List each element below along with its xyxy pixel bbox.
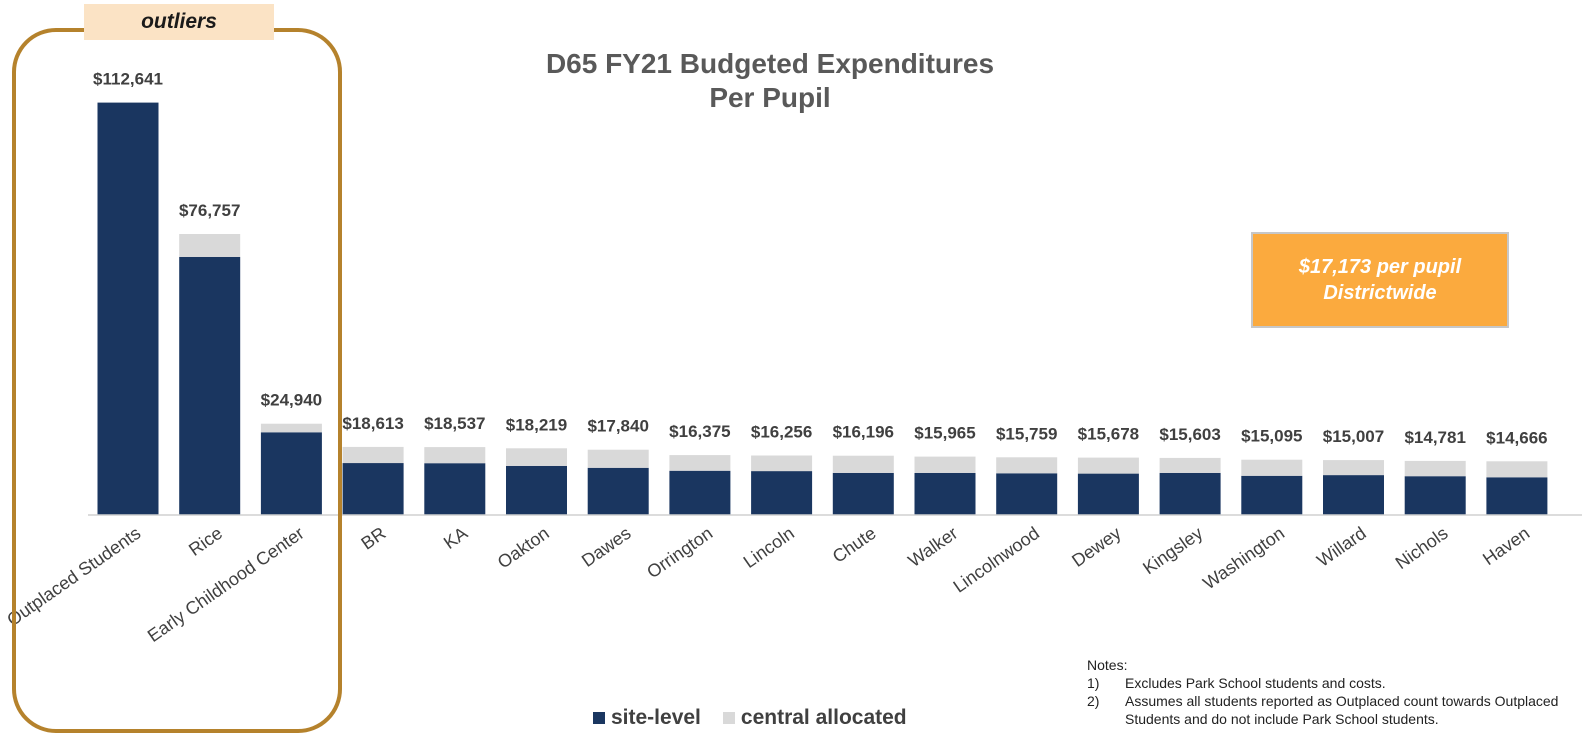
bar-central-allocated-br — [342, 446, 404, 464]
notes: Notes: 1) Excludes Park School students … — [1087, 656, 1582, 741]
bar-central-allocated-haven — [1486, 461, 1548, 478]
value-label-kingsley: $15,603 — [1159, 425, 1220, 444]
value-label-rice: $76,757 — [179, 201, 240, 220]
outliers-highlight-box — [12, 28, 342, 733]
category-label-nichols: Nichols — [1392, 523, 1452, 573]
bar-central-allocated-kingsley — [1159, 457, 1221, 473]
bar-site-level-outplaced-students — [97, 102, 159, 515]
bar-central-allocated-lincoln — [751, 455, 813, 472]
value-label-dawes: $17,840 — [587, 417, 648, 436]
bar-site-level-haven — [1486, 477, 1548, 515]
bar-site-level-willard — [1323, 475, 1384, 515]
note-item: 1) Excludes Park School students and cos… — [1087, 674, 1582, 692]
bar-central-allocated-ka — [424, 447, 486, 464]
value-labels-group: $112,641 $76,757 $24,940 $18,613 $18,537 $18,… — [93, 70, 1548, 448]
value-label-walker: $15,965 — [914, 424, 975, 443]
note-text: Students and do not include Park School … — [1125, 711, 1439, 727]
category-label-br: BR — [357, 523, 389, 554]
bar-central-allocated-walker — [914, 456, 976, 473]
bar-site-level-lincoln — [751, 471, 813, 515]
category-label-haven: Haven — [1479, 523, 1533, 569]
value-label-haven: $14,666 — [1486, 428, 1547, 447]
value-label-willard: $15,007 — [1323, 427, 1384, 446]
note-item: Students and do not include Park School … — [1087, 710, 1582, 728]
outliers-label: outliers — [84, 4, 274, 40]
value-label-lincoln: $16,256 — [751, 423, 812, 442]
category-label-oakton: Oakton — [494, 523, 553, 573]
category-label-willard: Willard — [1313, 523, 1370, 571]
bar-central-allocated-dawes — [587, 449, 649, 468]
category-label-ka: KA — [440, 523, 471, 553]
value-label-early-childhood-center: $24,940 — [261, 391, 322, 410]
bar-site-level-oakton — [506, 465, 567, 515]
bar-central-allocated-rice — [179, 234, 241, 257]
category-label-lincoln: Lincoln — [740, 523, 798, 572]
notes-heading: Notes: — [1087, 657, 1128, 673]
bar-site-level-chute — [832, 472, 894, 515]
value-label-lincolnwood: $15,759 — [996, 424, 1057, 443]
note-item: 2) Assumes all students reported as Outp… — [1087, 692, 1582, 710]
category-label-lincolnwood: Lincolnwood — [950, 523, 1043, 597]
value-label-ka: $18,537 — [424, 414, 485, 433]
bar-site-level-walker — [914, 472, 976, 515]
legend-label-central-allocated: central allocated — [740, 706, 907, 729]
legend: site-level central allocated — [593, 706, 929, 730]
bar-central-allocated-nichols — [1404, 460, 1466, 477]
value-label-br: $18,613 — [342, 414, 403, 433]
chart-title-line-2: Per Pupil — [709, 82, 831, 113]
category-label-dewey: Dewey — [1068, 523, 1125, 571]
value-label-chute: $16,196 — [833, 423, 894, 442]
bar-central-allocated-orrington — [669, 455, 731, 471]
category-label-orrington: Orrington — [643, 523, 716, 582]
category-label-dawes: Dawes — [578, 523, 635, 571]
chart-title-line-1: D65 FY21 Budgeted Expenditures — [545, 48, 995, 79]
bar-site-level-early-childhood-center — [260, 432, 322, 515]
bar-site-level-br — [342, 463, 404, 515]
legend-swatch-site-level — [593, 712, 605, 724]
bar-central-allocated-early-childhood-center — [260, 423, 322, 433]
legend-item-central-allocated: central allocated — [722, 706, 907, 730]
category-label-kingsley: Kingsley — [1139, 523, 1206, 578]
value-label-orrington: $16,375 — [669, 422, 730, 441]
note-text: Assumes all students reported as Outplac… — [1125, 693, 1559, 709]
value-label-dewey: $15,678 — [1078, 425, 1139, 444]
callout-line-1: $17,173 per pupil — [1298, 256, 1462, 278]
bar-site-level-dawes — [587, 467, 649, 515]
value-label-outplaced-students: $112,641 — [93, 70, 163, 89]
callout-line-2: Districtwide — [1323, 282, 1437, 304]
bars-group — [97, 102, 1548, 515]
bar-site-level-rice — [179, 256, 241, 515]
bar-central-allocated-dewey — [1077, 457, 1139, 474]
legend-label-site-level: site-level — [611, 706, 701, 729]
bar-central-allocated-lincolnwood — [996, 457, 1058, 474]
bar-site-level-orrington — [669, 470, 731, 515]
note-number: 1) — [1087, 675, 1100, 691]
bar-site-level-lincolnwood — [996, 473, 1058, 515]
note-number: 2) — [1087, 693, 1100, 709]
value-label-washington: $15,095 — [1241, 427, 1302, 446]
value-label-nichols: $14,781 — [1404, 428, 1465, 447]
category-label-walker: Walker — [904, 523, 961, 571]
bar-central-allocated-oakton — [506, 448, 567, 466]
bar-site-level-kingsley — [1159, 472, 1221, 515]
bar-central-allocated-washington — [1241, 459, 1303, 476]
note-text: Excludes Park School students and costs. — [1125, 675, 1386, 691]
districtwide-callout: $17,173 per pupil Districtwide — [1251, 232, 1509, 328]
legend-swatch-central-allocated — [722, 712, 735, 724]
legend-item-site-level: site-level — [593, 706, 701, 730]
bar-site-level-ka — [424, 463, 486, 515]
bar-site-level-dewey — [1077, 473, 1139, 515]
bar-site-level-nichols — [1404, 476, 1466, 515]
category-label-chute: Chute — [829, 523, 880, 567]
note-number — [1087, 710, 1125, 728]
category-label-washington: Washington — [1199, 523, 1288, 594]
bar-central-allocated-willard — [1323, 460, 1384, 476]
bar-central-allocated-chute — [832, 455, 894, 473]
bar-site-level-washington — [1241, 475, 1303, 515]
chart-title: D65 FY21 Budgeted Expenditures Per Pupil — [470, 48, 1070, 114]
value-label-oakton: $18,219 — [506, 415, 567, 434]
